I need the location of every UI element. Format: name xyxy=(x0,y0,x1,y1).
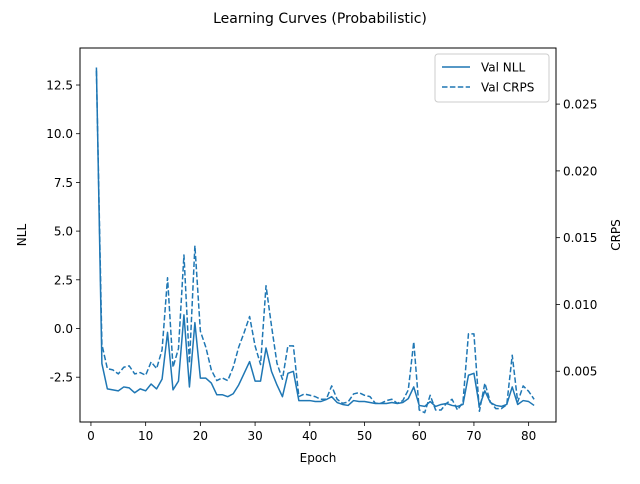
x-tick-label: 0 xyxy=(87,429,95,443)
x-axis-label: Epoch xyxy=(300,451,337,465)
x-tick-label: 30 xyxy=(247,429,262,443)
legend-box xyxy=(434,53,550,103)
y-left-tick-label: 7.5 xyxy=(54,176,73,190)
y-right-tick-label: 0.005 xyxy=(563,365,597,379)
plot-frame xyxy=(79,47,557,423)
x-tick-label: 50 xyxy=(357,429,372,443)
y-left-tick-label: 2.5 xyxy=(54,273,73,287)
legend: Val NLL Val CRPS xyxy=(434,53,550,103)
y-left-tick-label: 12.5 xyxy=(46,79,73,93)
y-left-tick-label: 10.0 xyxy=(46,127,73,141)
x-axis-ticks: 0 10 20 30 40 50 60 70 80 xyxy=(87,422,536,443)
y-right-tick-label: 0.010 xyxy=(563,298,597,312)
chart-title: Learning Curves (Probabilistic) xyxy=(213,11,427,27)
y-right-tick-label: 0.025 xyxy=(563,98,597,112)
y-right-tick-label: 0.015 xyxy=(563,231,597,245)
x-tick-label: 10 xyxy=(138,429,153,443)
legend-label-val-nll: Val NLL xyxy=(481,61,525,75)
y-right-tick-label: 0.020 xyxy=(563,164,597,178)
x-tick-label: 60 xyxy=(412,429,427,443)
x-tick-label: 40 xyxy=(302,429,317,443)
y-left-tick-label: -2.5 xyxy=(50,371,73,385)
x-tick-label: 80 xyxy=(521,429,536,443)
x-tick-label: 20 xyxy=(193,429,208,443)
x-tick-label: 70 xyxy=(466,429,481,443)
y-left-axis-ticks: -2.5 0.0 2.5 5.0 7.5 10.0 12.5 xyxy=(46,79,80,385)
y-right-axis-ticks: 0.005 0.010 0.015 0.020 0.025 xyxy=(556,98,597,379)
y-left-axis-label: NLL xyxy=(15,224,29,247)
y-right-axis-label: CRPS xyxy=(609,219,623,251)
y-left-tick-label: 0.0 xyxy=(54,322,73,336)
series-layer xyxy=(95,67,535,414)
legend-label-val-crps: Val CRPS xyxy=(481,81,534,95)
y-left-tick-label: 5.0 xyxy=(54,225,73,239)
series-line-val-crps xyxy=(95,70,535,414)
